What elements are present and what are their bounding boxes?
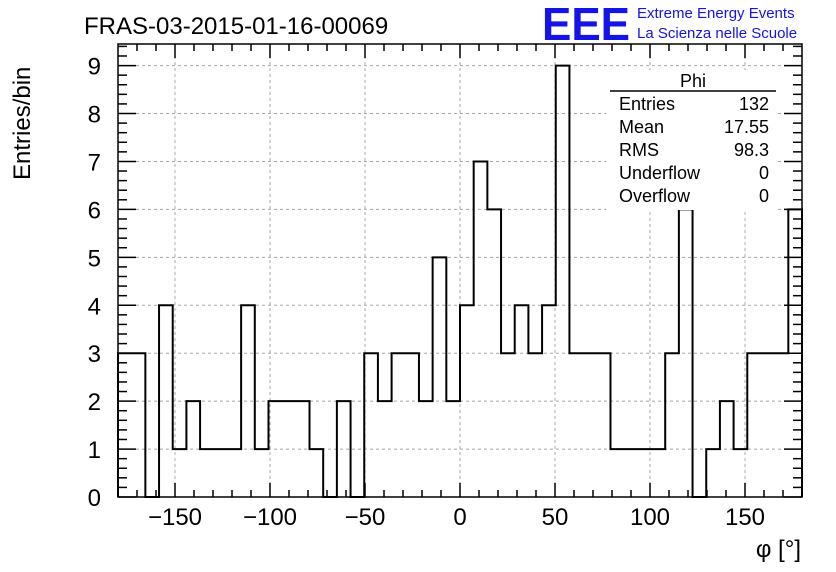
x-tick-label-5: 100: [630, 504, 670, 531]
y-tick-label-5: 5: [88, 245, 101, 272]
stats-underflow-value: 0: [759, 163, 769, 183]
stats-mean-label: Mean: [619, 117, 664, 137]
x-tick-label-6: 150: [725, 504, 765, 531]
eee-logo-line1: Extreme Energy Events: [637, 5, 795, 22]
x-tick-label-3: 0: [453, 504, 466, 531]
histogram-bin-37: [624, 449, 638, 497]
stats-rms-label: RMS: [619, 140, 659, 160]
histogram-bin-35: [597, 353, 611, 497]
histogram-bin-33: [569, 353, 583, 497]
x-tick-label-0: −150: [148, 504, 202, 531]
histogram-bin-34: [583, 353, 597, 497]
histogram-bin-20: [392, 353, 406, 497]
y-tick-label-8: 8: [88, 102, 101, 129]
stats-entries-label: Entries: [619, 94, 675, 114]
histogram-outline: [117, 64, 803, 498]
histogram-bin-7: [214, 449, 228, 497]
y-tick-label-4: 4: [88, 293, 101, 320]
y-tick-label-9: 9: [88, 54, 101, 81]
histogram-bin-26: [474, 161, 488, 497]
stats-overflow-value: 0: [759, 186, 769, 206]
axis-ticks: [118, 44, 802, 498]
stats-box: Phi Entries 132 Mean 17.55 RMS 98.3 Unde…: [606, 70, 778, 210]
stats-mean-value: 17.55: [724, 117, 769, 137]
x-tick-label-2: −50: [345, 504, 386, 531]
histogram-bin-43: [706, 449, 720, 497]
eee-logo-mark: EEE: [542, 0, 630, 50]
stats-title: Phi: [680, 71, 706, 91]
histogram-bin-10: [255, 449, 269, 497]
y-tick-label-6: 6: [88, 197, 101, 224]
histogram-bin-23: [433, 257, 447, 497]
histogram-bin-36: [610, 449, 624, 497]
y-tick-label-2: 2: [88, 389, 101, 416]
y-tick-labels: 0 1 2 3 4 5 6 7 8 9: [88, 54, 101, 512]
x-tick-label-4: 50: [542, 504, 569, 531]
y-tick-label-0: 0: [88, 485, 101, 512]
histogram-bars: [117, 64, 803, 498]
histogram-bin-28: [501, 353, 515, 497]
stats-box-background: [606, 70, 778, 210]
histogram-bin-8: [227, 449, 241, 497]
histogram-bin-47: [761, 353, 775, 497]
histogram-bin-1: [132, 353, 146, 497]
histogram-bin-46: [747, 353, 761, 497]
histogram-bin-21: [405, 353, 419, 497]
stats-rms-value: 98.3: [734, 140, 769, 160]
histogram-bin-40: [665, 353, 679, 497]
histogram-bin-30: [528, 353, 542, 497]
stats-overflow-label: Overflow: [619, 186, 691, 206]
histogram-bin-0: [118, 353, 132, 497]
eee-logo-line2: La Scienza nelle Scuole: [637, 25, 797, 42]
y-tick-label-7: 7: [88, 149, 101, 176]
grid-lines: [118, 44, 802, 497]
histogram-bin-13: [296, 401, 310, 497]
y-axis-label: Entries/bin: [9, 67, 36, 180]
y-tick-label-3: 3: [88, 341, 101, 368]
histogram-bin-6: [200, 449, 214, 497]
histogram-bin-14: [310, 449, 324, 497]
y-tick-label-1: 1: [88, 437, 101, 464]
x-tick-label-1: −100: [243, 504, 297, 531]
stats-underflow-label: Underflow: [619, 163, 701, 183]
histogram-bin-32: [556, 66, 570, 497]
chart-title: FRAS-03-2015-01-16-00069: [84, 13, 388, 40]
histogram-bin-48: [775, 353, 789, 497]
histogram-bin-18: [364, 353, 378, 497]
x-tick-labels: −150 −100 −50 0 50 100 150: [148, 504, 765, 531]
x-axis-label: φ [°]: [756, 536, 801, 563]
stats-entries-value: 132: [739, 94, 769, 114]
histogram-bin-39: [652, 449, 666, 497]
